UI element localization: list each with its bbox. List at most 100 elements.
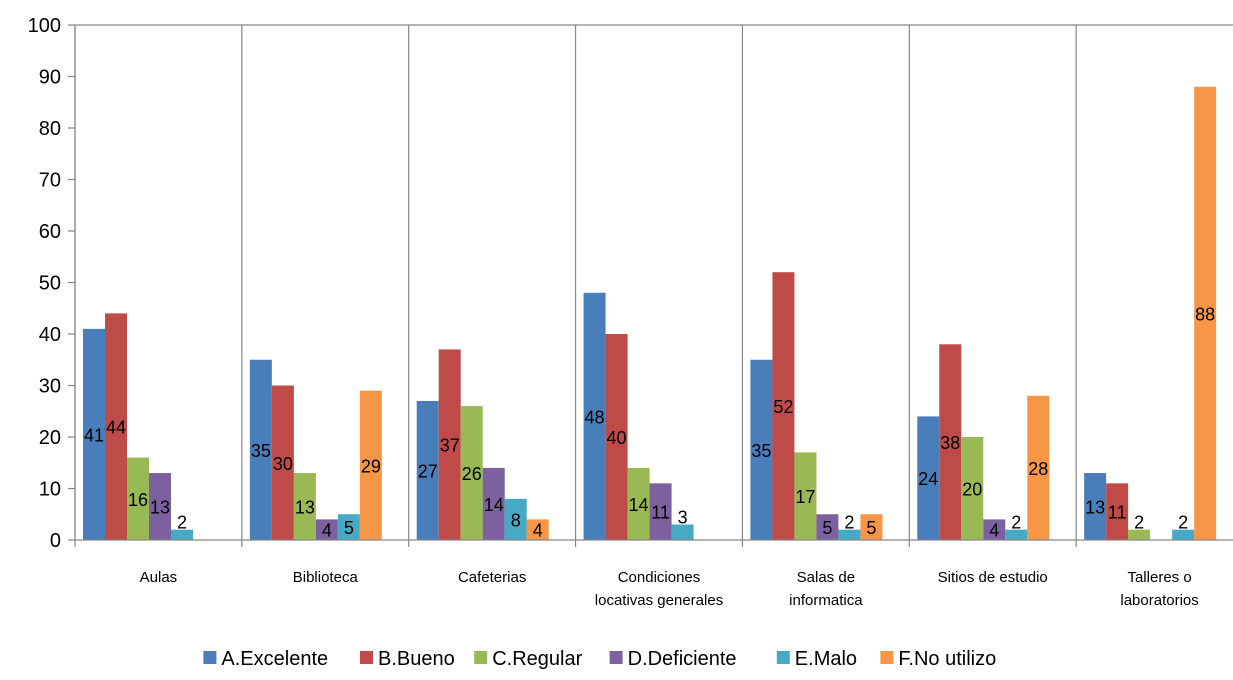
bar <box>293 473 316 540</box>
x-category-label: Sitios de estudio <box>938 569 1048 586</box>
legend-swatch <box>203 651 217 664</box>
bar <box>1128 529 1151 540</box>
legend-swatch <box>474 651 488 664</box>
data-label: 52 <box>773 397 793 417</box>
y-tick-label: 70 <box>39 170 61 192</box>
legend-item: A.Excelente <box>203 648 328 670</box>
bar <box>271 385 294 540</box>
data-label: 2 <box>844 513 854 533</box>
y-tick-label: 40 <box>39 324 61 346</box>
x-category-label: Condiciones locativas generales <box>595 569 723 609</box>
data-label: 14 <box>629 495 649 515</box>
legend-swatch <box>609 651 623 664</box>
legend-item: B.Bueno <box>360 648 455 670</box>
x-category-label: Salas de informatica <box>789 569 863 609</box>
data-label: 13 <box>150 498 170 518</box>
data-label: 4 <box>989 521 999 541</box>
data-label: 28 <box>1028 459 1048 479</box>
data-label: 40 <box>607 428 627 448</box>
data-label: 3 <box>678 508 688 528</box>
bar <box>772 272 795 540</box>
bar <box>105 313 127 540</box>
data-label: 2 <box>1178 513 1188 533</box>
data-label: 26 <box>462 464 482 484</box>
bar <box>359 390 382 540</box>
data-label: 4 <box>533 521 543 541</box>
data-label: 27 <box>418 461 438 481</box>
bar <box>1172 529 1195 540</box>
y-tick-label: 20 <box>39 427 61 449</box>
bar <box>1027 395 1050 540</box>
legend-label: F.No utilizo <box>898 648 996 670</box>
legend-item: C.Regular <box>474 648 583 670</box>
bar <box>1106 483 1129 540</box>
y-tick-label: 60 <box>39 221 61 243</box>
x-category-label: Talleres o laboratorios <box>1120 569 1198 609</box>
data-label: 4 <box>322 521 332 541</box>
data-label: 5 <box>344 518 354 538</box>
bar <box>671 524 694 540</box>
bar <box>315 519 338 540</box>
data-label: 35 <box>251 441 271 461</box>
data-label: 29 <box>361 456 381 476</box>
legend-label: E.Malo <box>795 648 857 670</box>
data-label: 20 <box>962 480 982 500</box>
legend-swatch <box>776 651 790 664</box>
bar <box>337 514 360 540</box>
x-category-label: Aulas <box>140 569 178 586</box>
data-label: 2 <box>1134 513 1144 533</box>
data-label: 41 <box>84 425 104 445</box>
legend-swatch <box>880 651 894 664</box>
bar <box>416 400 439 540</box>
bar <box>83 328 105 540</box>
bar <box>460 406 483 540</box>
bar <box>1005 529 1028 540</box>
legend-label: A.Excelente <box>221 648 328 670</box>
bar <box>438 349 461 540</box>
bar <box>127 457 149 540</box>
data-label: 37 <box>440 436 460 456</box>
data-label: 13 <box>1085 498 1105 518</box>
data-label: 5 <box>866 518 876 538</box>
legend-swatch <box>360 651 373 664</box>
bar <box>171 529 193 540</box>
data-label: 2 <box>1011 513 1021 533</box>
bar <box>939 344 962 540</box>
data-label: 11 <box>1108 503 1127 523</box>
bar <box>816 514 839 540</box>
legend: A.Excelente B.Bueno C.Regular D.Deficiente E… <box>203 648 996 670</box>
legend-label: B.Bueno <box>378 648 455 670</box>
bar <box>583 292 606 540</box>
data-label: 16 <box>128 490 148 510</box>
bar <box>605 334 628 540</box>
legend-label: C.Regular <box>492 648 582 670</box>
bar <box>149 473 171 540</box>
bar <box>983 519 1006 540</box>
x-category-label: Biblioteca <box>293 569 359 586</box>
bar-layer <box>83 86 1217 541</box>
legend-item: E.Malo <box>776 648 857 670</box>
y-tick-label: 30 <box>39 376 61 398</box>
data-label: 44 <box>106 418 126 438</box>
legend-label: D.Deficiente <box>628 648 737 670</box>
bar <box>838 529 861 540</box>
bar <box>526 519 549 540</box>
legend-item: D.Deficiente <box>609 648 737 670</box>
data-label: 48 <box>585 407 605 427</box>
y-tick-label: 100 <box>28 15 61 37</box>
bar <box>961 437 984 540</box>
y-tick-label: 10 <box>39 479 61 501</box>
bar <box>1084 473 1107 540</box>
x-category-label: Cafeterias <box>458 569 526 586</box>
bar <box>794 452 817 540</box>
data-label: 17 <box>795 487 815 507</box>
data-label: 2 <box>177 513 187 533</box>
data-label: 5 <box>822 518 832 538</box>
data-label: 13 <box>295 498 315 518</box>
y-tick-label: 80 <box>39 118 61 140</box>
data-label: 8 <box>511 510 521 530</box>
bar <box>504 498 527 540</box>
